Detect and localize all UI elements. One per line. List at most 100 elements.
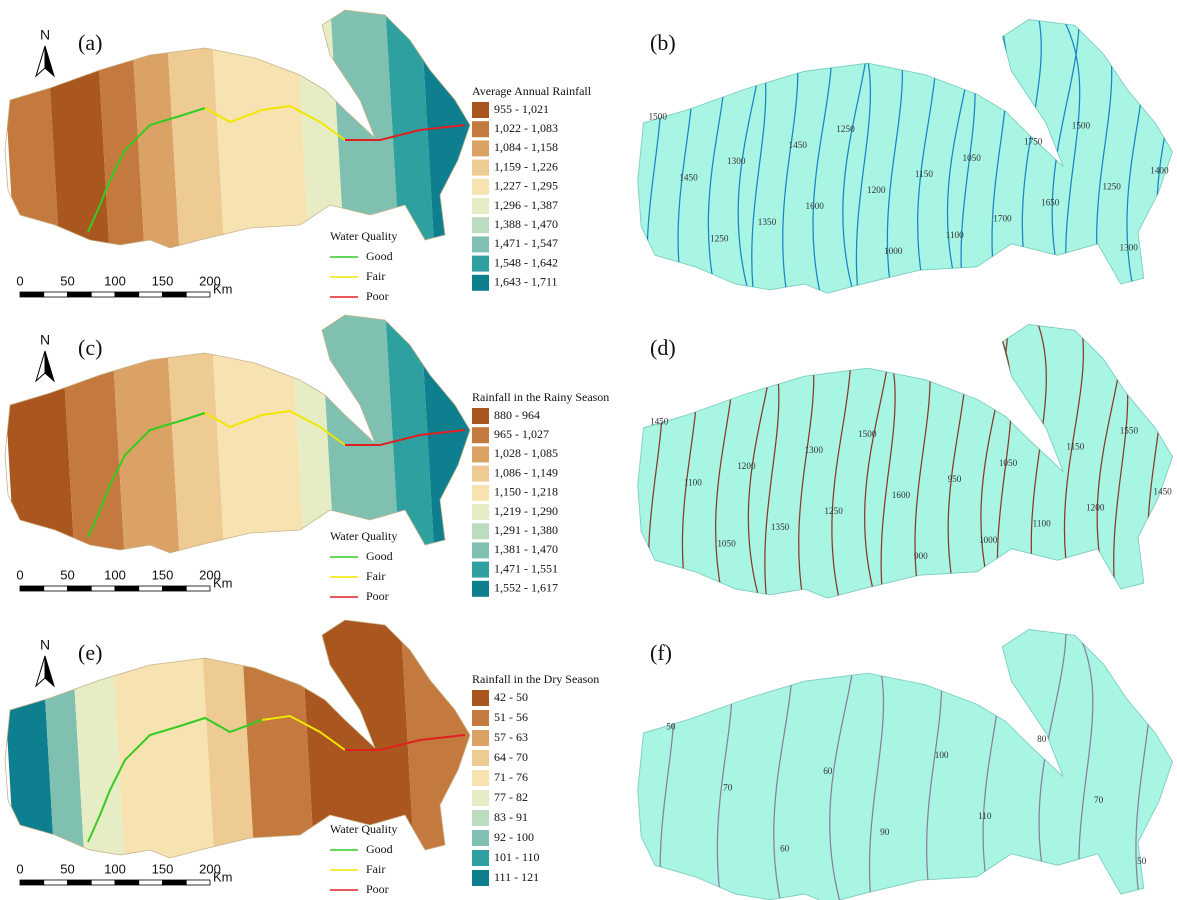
legend-swatch bbox=[472, 427, 489, 443]
panel-label: (c) bbox=[78, 335, 102, 360]
north-arrow bbox=[45, 656, 54, 686]
legend-label: 77 - 82 bbox=[494, 790, 528, 804]
legend-label: 51 - 56 bbox=[494, 710, 528, 724]
scale-bar-segment bbox=[115, 292, 139, 297]
contour-label: 1200 bbox=[1086, 503, 1105, 513]
contour-label: 1450 bbox=[650, 416, 669, 426]
contour-label: 1050 bbox=[962, 153, 981, 163]
scale-unit: Km bbox=[213, 575, 233, 590]
scale-bar-segment bbox=[186, 880, 210, 885]
legend-swatch bbox=[472, 236, 489, 252]
legend-label: 101 - 110 bbox=[494, 850, 540, 864]
scale-bar-segment bbox=[115, 586, 139, 591]
scale-bar-segment bbox=[115, 880, 139, 885]
legend-swatch bbox=[472, 408, 489, 424]
contour-label: 1300 bbox=[1119, 242, 1138, 252]
legend-swatch bbox=[472, 690, 489, 706]
legend-label: 1,296 - 1,387 bbox=[494, 198, 558, 212]
legend-swatch bbox=[472, 217, 489, 233]
contour-label: 1500 bbox=[1072, 121, 1091, 131]
contour-label: 1000 bbox=[884, 246, 903, 256]
water-quality-title: Water Quality bbox=[330, 529, 397, 543]
contour-label: 1150 bbox=[915, 169, 933, 179]
legend-swatch bbox=[472, 750, 489, 766]
legend-label: 1,552 - 1,617 bbox=[494, 581, 558, 595]
contour-label: 1350 bbox=[771, 522, 790, 532]
legend-label: 1,028 - 1,085 bbox=[494, 446, 558, 460]
legend-swatch bbox=[472, 581, 489, 597]
scale-label: 150 bbox=[152, 567, 174, 582]
north-arrow bbox=[45, 46, 54, 76]
rainfall-zone bbox=[110, 610, 215, 870]
contour-label: 70 bbox=[723, 782, 733, 792]
water-quality-label: Poor bbox=[366, 589, 389, 603]
legend-label: 1,548 - 1,642 bbox=[494, 255, 558, 269]
scale-bar-segment bbox=[163, 880, 187, 885]
scale-label: 100 bbox=[104, 861, 126, 876]
contour-label: 70 bbox=[1094, 795, 1104, 805]
scale-label: 0 bbox=[16, 861, 23, 876]
legend-label: 1,471 - 1,551 bbox=[494, 561, 558, 575]
water-quality-label: Poor bbox=[366, 289, 389, 303]
scale-bar-segment bbox=[68, 292, 92, 297]
scale-unit: Km bbox=[213, 869, 233, 884]
contour-label: 1050 bbox=[999, 458, 1018, 468]
contour-label: 1450 bbox=[679, 172, 698, 182]
basin bbox=[638, 20, 1173, 294]
contour-label: 1450 bbox=[789, 140, 808, 150]
legend-label: 1,291 - 1,380 bbox=[494, 523, 558, 537]
scale-bar-segment bbox=[163, 292, 187, 297]
scale-label: 0 bbox=[16, 273, 23, 288]
legend-label: 955 - 1,021 bbox=[494, 102, 549, 116]
north-label: N bbox=[40, 27, 50, 43]
legend-label: 1,022 - 1,083 bbox=[494, 121, 558, 135]
scale-label: 150 bbox=[152, 273, 174, 288]
contour-label: 900 bbox=[914, 551, 928, 561]
scale-bar-segment bbox=[20, 292, 44, 297]
legend-swatch bbox=[472, 179, 489, 195]
legend-swatch bbox=[472, 446, 489, 462]
contour-label: 1250 bbox=[710, 233, 729, 243]
legend-swatch bbox=[472, 830, 489, 846]
scale-label: 50 bbox=[60, 273, 74, 288]
water-quality-label: Poor bbox=[366, 882, 389, 896]
legend-swatch bbox=[472, 256, 489, 272]
legend-swatch bbox=[472, 140, 489, 156]
legend-swatch bbox=[472, 542, 489, 558]
scale-bar-segment bbox=[68, 880, 92, 885]
contour-label: 1150 bbox=[1066, 442, 1084, 452]
legend-label: 57 - 63 bbox=[494, 730, 528, 744]
legend-label: 880 - 964 bbox=[494, 408, 540, 422]
north-label: N bbox=[40, 332, 50, 348]
scale-bar-segment bbox=[163, 586, 187, 591]
legend-swatch bbox=[472, 121, 489, 137]
legend-label: 1,381 - 1,470 bbox=[494, 542, 558, 556]
legend-swatch bbox=[472, 562, 489, 578]
legend-label: 1,471 - 1,547 bbox=[494, 236, 558, 250]
legend-label: 111 - 121 bbox=[494, 870, 539, 884]
legend-label: 1,086 - 1,149 bbox=[494, 465, 558, 479]
panel-label: (e) bbox=[78, 640, 102, 665]
legend-label: 1,084 - 1,158 bbox=[494, 140, 558, 154]
contour-label: 950 bbox=[948, 474, 962, 484]
legend-swatch bbox=[472, 810, 489, 826]
scale-bar-segment bbox=[91, 292, 115, 297]
water-quality-title: Water Quality bbox=[330, 822, 397, 836]
north-arrow bbox=[36, 46, 45, 76]
contour-label: 1100 bbox=[946, 230, 964, 240]
scale-unit: Km bbox=[213, 281, 233, 296]
north-arrow bbox=[36, 351, 45, 381]
legend-swatch bbox=[472, 730, 489, 746]
contour-label: 1250 bbox=[1103, 182, 1122, 192]
legend-swatch bbox=[472, 198, 489, 214]
legend-swatch bbox=[472, 770, 489, 786]
contour-label: 1600 bbox=[892, 490, 911, 500]
scale-label: 50 bbox=[60, 861, 74, 876]
legend-label: 1,159 - 1,226 bbox=[494, 159, 558, 173]
rainfall-zone bbox=[0, 0, 60, 260]
contour-label: 1550 bbox=[1120, 426, 1139, 436]
legend-swatch bbox=[472, 850, 489, 866]
legend-title: Rainfall in the Dry Season bbox=[472, 672, 599, 686]
scale-label: 0 bbox=[16, 567, 23, 582]
